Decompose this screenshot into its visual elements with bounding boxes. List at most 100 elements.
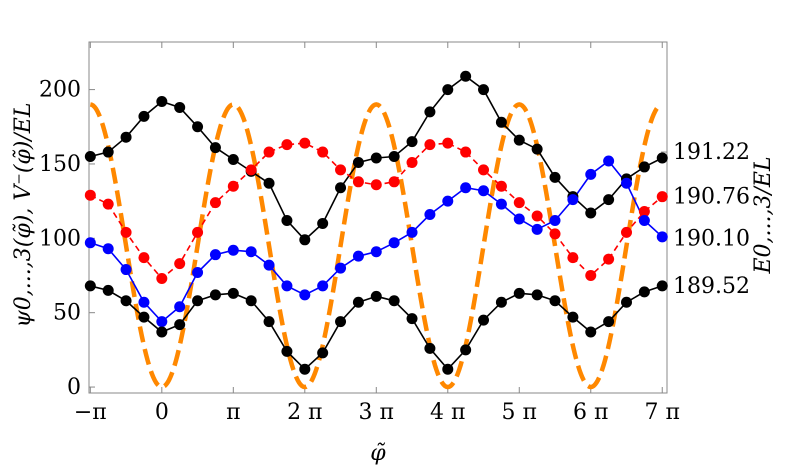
data-point-0 — [138, 110, 150, 122]
data-point-0 — [460, 70, 472, 82]
data-point-0 — [102, 146, 114, 158]
data-point-2 — [567, 194, 579, 206]
data-point-2 — [299, 289, 311, 301]
data-point-0 — [174, 101, 186, 113]
data-point-3 — [102, 284, 114, 296]
data-point-0 — [549, 171, 561, 183]
data-point-3 — [549, 295, 561, 307]
data-point-2 — [549, 214, 561, 226]
data-point-2 — [138, 296, 150, 308]
data-point-2 — [102, 243, 114, 255]
data-point-3 — [174, 319, 186, 331]
data-point-1 — [603, 253, 615, 265]
data-point-0 — [281, 214, 293, 226]
data-point-3 — [495, 296, 507, 308]
data-point-0 — [406, 136, 418, 148]
data-point-0 — [192, 121, 204, 133]
data-point-3 — [317, 347, 329, 359]
data-point-3 — [352, 296, 364, 308]
data-point-3 — [281, 345, 293, 357]
data-point-2 — [281, 280, 293, 292]
ticks-layer — [89, 42, 667, 393]
curves-layer — [89, 75, 663, 390]
data-point-2 — [424, 209, 436, 221]
data-point-3 — [227, 287, 239, 299]
data-point-0 — [495, 116, 507, 128]
x-tick-label: 0 — [155, 400, 169, 425]
data-point-3 — [263, 316, 275, 328]
data-point-1 — [138, 252, 150, 264]
data-point-0 — [656, 152, 668, 164]
energy-level-label: 190.10 — [673, 226, 750, 251]
data-point-3 — [478, 314, 490, 326]
data-point-2 — [84, 237, 96, 249]
data-point-3 — [370, 290, 382, 302]
y-tick-label: 150 — [39, 152, 81, 177]
data-point-1 — [174, 258, 186, 270]
data-point-2 — [120, 264, 132, 276]
data-point-3 — [299, 363, 311, 375]
x-axis-label: φ̃ — [370, 441, 386, 466]
x-tick-label: 4 π — [430, 400, 465, 425]
data-point-3 — [156, 326, 168, 338]
data-point-3 — [335, 316, 347, 328]
data-point-1 — [263, 146, 275, 158]
data-point-3 — [192, 295, 204, 307]
data-point-3 — [585, 326, 597, 338]
data-point-1 — [102, 198, 114, 210]
y-tick-label: 100 — [39, 226, 81, 251]
data-point-3 — [388, 295, 400, 307]
data-point-2 — [156, 316, 168, 328]
data-point-2 — [442, 195, 454, 207]
data-point-1 — [84, 189, 96, 201]
data-point-2 — [317, 280, 329, 292]
potential-curve — [89, 102, 663, 390]
points-layer — [84, 70, 668, 375]
x-tick-label: π — [226, 400, 240, 425]
data-point-0 — [370, 152, 382, 164]
x-tick-label: −π — [74, 400, 107, 425]
data-point-1 — [531, 210, 543, 222]
data-point-0 — [227, 154, 239, 165]
energy-level-label: 190.76 — [673, 185, 750, 210]
data-point-1 — [406, 156, 418, 168]
data-point-2 — [531, 223, 543, 235]
data-point-1 — [335, 164, 347, 176]
data-point-1 — [227, 180, 239, 192]
data-point-0 — [513, 134, 525, 146]
data-point-1 — [585, 270, 597, 281]
data-point-0 — [299, 234, 311, 246]
data-point-3 — [621, 296, 632, 308]
data-point-3 — [460, 344, 472, 356]
x-tick-label: 3 π — [359, 400, 394, 425]
data-point-1 — [549, 228, 561, 240]
data-point-3 — [406, 313, 418, 325]
x-tick-label: 6 π — [573, 400, 608, 425]
plot-frame — [88, 41, 668, 394]
data-point-1 — [495, 180, 507, 192]
data-point-3 — [84, 280, 96, 292]
data-point-1 — [621, 226, 632, 238]
data-point-0 — [317, 217, 329, 229]
data-point-3 — [567, 311, 579, 323]
data-point-3 — [513, 287, 525, 299]
data-point-3 — [209, 289, 221, 301]
data-point-2 — [621, 177, 632, 189]
data-point-1 — [513, 197, 525, 209]
data-point-0 — [156, 95, 168, 107]
right-axis-label: E0,...,3/EL — [751, 156, 776, 274]
data-point-3 — [638, 286, 650, 298]
data-point-2 — [174, 301, 186, 313]
data-point-3 — [245, 295, 257, 307]
data-point-0 — [424, 106, 436, 118]
data-point-2 — [245, 246, 257, 258]
data-point-1 — [299, 137, 311, 149]
data-point-1 — [442, 137, 454, 149]
data-point-1 — [478, 164, 490, 176]
data-point-2 — [335, 262, 347, 274]
y-tick-label: 200 — [39, 78, 81, 103]
data-point-2 — [388, 237, 400, 249]
data-point-3 — [138, 311, 150, 323]
